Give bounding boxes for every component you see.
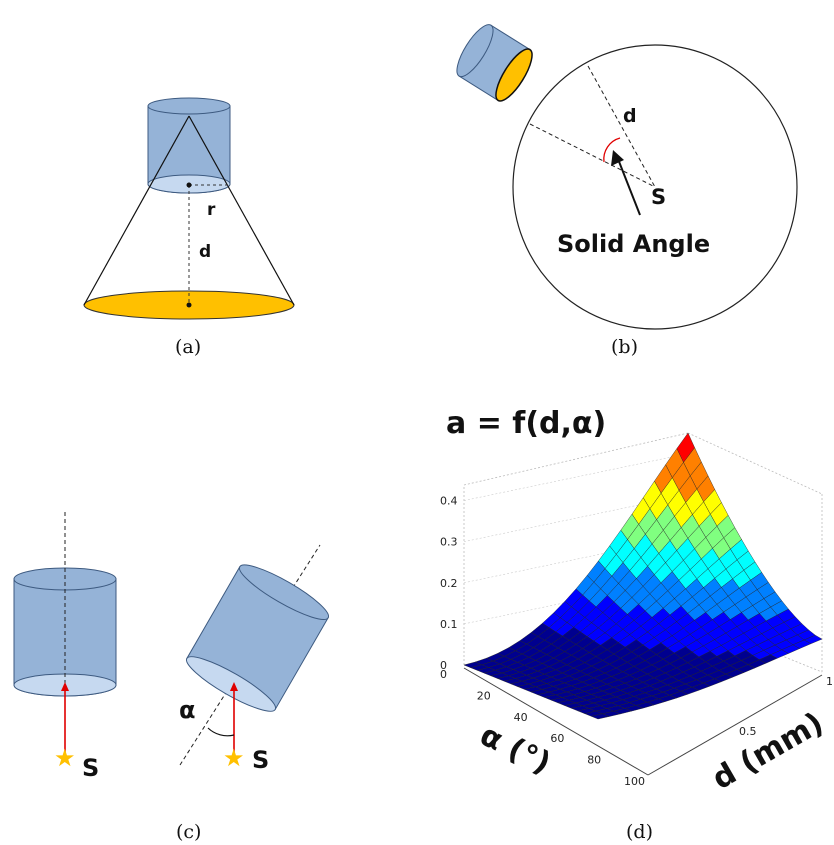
cone-line	[83, 115, 190, 306]
alpha-arc	[207, 727, 235, 737]
alpha-tick-label: 60	[550, 732, 564, 745]
alpha-tick-label: 20	[477, 689, 491, 702]
solid-angle-arrow	[617, 158, 641, 216]
arrow-head	[230, 682, 238, 691]
panel-b: d S Solid Angle (b)	[456, 24, 798, 358]
sphere-outline	[512, 44, 798, 330]
detector-top-right	[238, 564, 330, 620]
surface-plot	[463, 432, 823, 720]
star-icon: ★	[223, 744, 245, 772]
chart-title: a = f(d,α)	[446, 406, 606, 441]
d-tick-label: 1	[826, 675, 833, 688]
detector-back	[456, 24, 494, 78]
alpha-tick-labels: 0 20 40 60 80 100	[440, 668, 645, 788]
detector-face-right	[185, 656, 277, 712]
caption-b: (b)	[611, 336, 638, 358]
arrow-head	[61, 682, 69, 691]
alpha-tick-label: 40	[514, 711, 528, 724]
axis-line-right	[179, 544, 321, 766]
center-dot	[186, 302, 192, 308]
label-alpha: α	[179, 696, 196, 724]
x-axis-label: α (°)	[474, 718, 555, 782]
label-s-left: S	[82, 754, 99, 782]
label-s: S	[651, 185, 666, 209]
arrow-head	[611, 150, 624, 166]
alpha-tick-label: 0	[440, 668, 447, 681]
z-tick-label: 0	[440, 659, 447, 672]
center-dot	[186, 182, 192, 188]
label-d: d	[623, 105, 637, 127]
d-tick-labels: 0.51	[739, 675, 833, 738]
alpha-axis	[463, 667, 649, 776]
detector-top	[147, 97, 231, 115]
y-axis-label: d (mm)	[707, 706, 830, 797]
d-tick-label: 0.5	[739, 725, 757, 738]
alpha-tick-label: 100	[624, 775, 645, 788]
caption-c: (c)	[176, 821, 201, 843]
caption-d: (d)	[626, 821, 653, 843]
z-tick-label: 0.1	[440, 618, 458, 631]
star-icon: ★	[54, 744, 76, 772]
z-tick-label: 0.2	[440, 577, 458, 590]
detector-face	[495, 48, 533, 102]
angle-arc	[603, 137, 621, 163]
label-d: d	[199, 242, 211, 262]
z-tick-label: 0.3	[440, 536, 458, 549]
panel-a: r d (a)	[83, 97, 295, 358]
ray-line	[529, 123, 656, 188]
label-solid-angle: Solid Angle	[557, 230, 710, 258]
ray-line	[587, 65, 656, 188]
z-tick-label: 0.4	[440, 495, 458, 508]
d-axis	[647, 674, 823, 776]
surface-patch	[590, 713, 610, 720]
alpha-tick-label: 80	[587, 754, 601, 767]
caption-a: (a)	[175, 336, 201, 358]
panel-c: ★ S ★ S α (c)	[13, 512, 330, 843]
label-r: r	[207, 200, 216, 220]
label-s-right: S	[252, 746, 269, 774]
z-tick-labels: 0 0.1 0.2 0.3 0.4	[440, 495, 458, 672]
cone-line	[188, 115, 295, 306]
